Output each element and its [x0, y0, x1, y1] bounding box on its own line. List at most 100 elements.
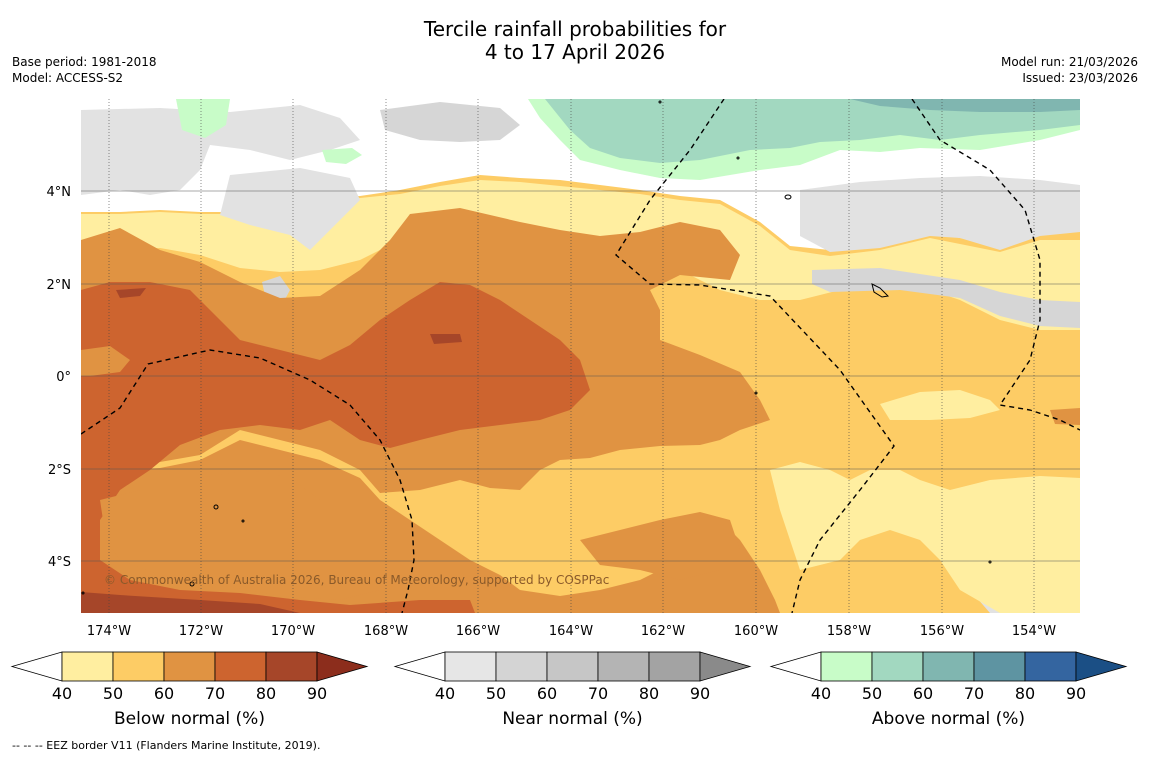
field-above-60 — [850, 99, 1080, 112]
issued-date: Issued: 23/03/2026 — [1022, 71, 1138, 85]
lat-tick-labels: 4°N 2°N 0° 2°S 4°S — [47, 185, 72, 570]
near-bar-segment-1 — [495, 651, 548, 682]
near-bar-segment-2 — [546, 651, 599, 682]
eez-borders — [81, 99, 1080, 613]
colorbar-near-normal: 40 50 60 70 80 90 — [393, 651, 752, 703]
above-bar-segment-3 — [973, 651, 1026, 682]
lat-tick-4n: 4°N — [47, 185, 72, 200]
near-bar-segment-0 — [444, 651, 497, 682]
colorbar-above-normal: 40 50 60 70 80 90 — [769, 651, 1128, 703]
lon-tick-158w: 158°W — [827, 624, 871, 639]
field-grey-e-mid — [812, 268, 1080, 328]
below-bar-segment-0 — [61, 651, 114, 682]
lat-tick-2n: 2°N — [47, 278, 72, 293]
near-normal-label: Near normal (%) — [502, 709, 643, 729]
lon-tick-174w: 174°W — [87, 624, 131, 639]
lon-tick-160w: 160°W — [734, 624, 778, 639]
lon-tick-164w: 164°W — [549, 624, 593, 639]
below-bar-tick-50: 50 — [103, 684, 123, 703]
field-below-60-e — [1050, 408, 1080, 425]
below-bar-segment-3 — [214, 651, 267, 682]
field-above-40-nw — [176, 99, 230, 138]
eez-border-west — [81, 349, 415, 613]
field-below-80-sw — [81, 592, 300, 613]
field-below-60-hole — [100, 470, 380, 600]
above-bar-arrow-high — [1075, 651, 1128, 682]
above-bar-segment-1 — [871, 651, 924, 682]
lon-tick-172w: 172°W — [179, 624, 223, 639]
title-line-2: 4 to 17 April 2026 — [484, 40, 666, 64]
lon-tick-154w: 154°W — [1012, 624, 1056, 639]
eez-border-central — [615, 99, 895, 613]
below-bar-tick-90: 90 — [307, 684, 327, 703]
below-bar-tick-80: 80 — [256, 684, 276, 703]
colorbar-below-normal: 40 50 60 70 80 90 — [10, 651, 369, 703]
near-bar-arrow-high — [699, 651, 752, 682]
model-run: Model run: 21/03/2026 — [1000, 55, 1138, 69]
near-bar-segment-3 — [597, 651, 650, 682]
base-period: Base period: 1981-2018 — [12, 55, 157, 69]
map-fields — [81, 99, 1080, 613]
islands — [81, 100, 992, 595]
below-bar-segment-4 — [265, 651, 318, 682]
near-bar-tick-90: 90 — [690, 684, 710, 703]
meta-right: Model run: 21/03/2026 Issued: 23/03/2026 — [1001, 54, 1138, 86]
field-below-80-w — [116, 288, 146, 298]
above-bar-arrow-low — [769, 651, 822, 682]
lon-tick-170w: 170°W — [271, 624, 315, 639]
field-grey-nc — [380, 102, 520, 142]
lon-tick-156w: 156°W — [920, 624, 964, 639]
eez-footnote: -- -- -- EEZ border V11 (Flanders Marine… — [12, 739, 321, 752]
above-bar-segment-2 — [922, 651, 975, 682]
lat-tick-4s: 4°S — [48, 555, 71, 570]
field-below-60-se — [580, 512, 740, 580]
above-normal-label: Above normal (%) — [871, 709, 1026, 729]
below-bar-segment-1 — [112, 651, 165, 682]
near-bar-tick-50: 50 — [486, 684, 506, 703]
chart-title: Tercile rainfall probabilities for 4 to … — [0, 18, 1150, 64]
below-bar-segment-2 — [163, 651, 216, 682]
meta-left: Base period: 1981-2018 Model: ACCESS-S2 — [12, 54, 157, 86]
field-grey-nw — [81, 105, 360, 195]
eez-border-east — [911, 99, 1080, 431]
below-bar-tick-70: 70 — [205, 684, 225, 703]
title-line-1: Tercile rainfall probabilities for — [423, 17, 727, 41]
model-name: Model: ACCESS-S2 — [12, 71, 124, 85]
near-bar-segment-4 — [648, 651, 701, 682]
above-bar-segment-0 — [820, 651, 873, 682]
lat-tick-2s: 2°S — [48, 463, 71, 478]
above-bar-tick-60: 60 — [913, 684, 933, 703]
field-above-40-nw2 — [322, 148, 362, 164]
field-light-yellow-e — [880, 390, 1000, 420]
near-bar-tick-80: 80 — [639, 684, 659, 703]
field-above-50 — [545, 99, 1080, 163]
above-bar-segment-4 — [1024, 651, 1077, 682]
above-bar-tick-40: 40 — [811, 684, 831, 703]
field-below-70 — [81, 282, 590, 613]
field-grey-ne — [800, 176, 1080, 252]
below-normal-label: Below normal (%) — [114, 709, 265, 729]
lon-tick-labels: 174°W 172°W 170°W 168°W 166°W 164°W 162°… — [87, 624, 1056, 639]
lat-tick-0: 0° — [56, 370, 71, 385]
above-bar-tick-80: 80 — [1015, 684, 1035, 703]
below-bar-tick-60: 60 — [154, 684, 174, 703]
field-grey-n2 — [220, 168, 360, 250]
copyright-text: © Commonwealth of Australia 2026, Bureau… — [104, 573, 609, 587]
near-bar-tick-60: 60 — [537, 684, 557, 703]
above-bar-tick-50: 50 — [862, 684, 882, 703]
field-below-80 — [430, 334, 462, 344]
below-bar-arrow-high — [316, 651, 369, 682]
field-below-60-west — [81, 346, 130, 376]
near-bar-tick-40: 40 — [435, 684, 455, 703]
near-bar-tick-70: 70 — [588, 684, 608, 703]
below-bar-arrow-low — [10, 651, 63, 682]
lon-tick-166w: 166°W — [456, 624, 500, 639]
lon-tick-162w: 162°W — [641, 624, 685, 639]
above-bar-tick-70: 70 — [964, 684, 984, 703]
lon-tick-168w: 168°W — [364, 624, 408, 639]
near-bar-arrow-low — [393, 651, 446, 682]
below-bar-tick-40: 40 — [52, 684, 72, 703]
lat-gridlines — [81, 190, 1080, 562]
field-light-yellow-s — [770, 462, 1080, 613]
